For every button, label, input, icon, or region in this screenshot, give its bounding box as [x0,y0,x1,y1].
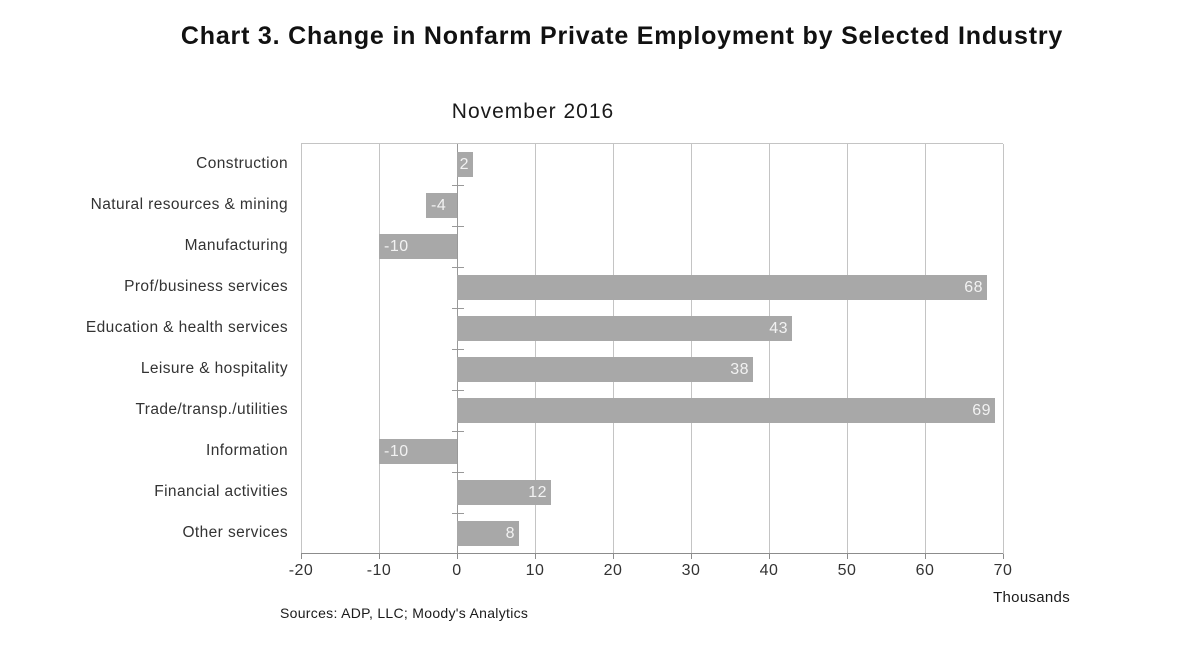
axis-unit-label: Thousands [993,589,1070,606]
value-axis-tick-label: 50 [837,562,857,579]
value-axis-line [301,553,1003,554]
bar: 43 [457,316,792,341]
category-label: Natural resources & mining [90,195,288,213]
value-axis-tick [925,554,926,559]
source-note: Sources: ADP, LLC; Moody's Analytics [280,605,529,621]
chart-title: Chart 3. Change in Nonfarm Private Emplo… [180,22,1064,50]
category-axis-labels: Construction Natural resources & mining Ma… [0,143,288,553]
gridline [613,144,614,554]
value-axis-tick [613,554,614,559]
bar: 38 [457,357,753,382]
category-axis-tick [452,226,464,227]
category-axis-tick [452,349,464,350]
value-axis-tick [457,554,458,559]
bar: 69 [457,398,995,423]
gridline [379,144,380,554]
bar-value-label: -4 [431,197,447,214]
value-axis-tick [301,554,302,559]
gridline [535,144,536,554]
bar: -10 [379,234,457,259]
value-axis-tick-label: 20 [603,562,623,579]
gridline [769,144,770,554]
bar: -10 [379,439,457,464]
gridline [691,144,692,554]
gridline [847,144,848,554]
value-axis-tick-label: 30 [681,562,701,579]
bar-value-label: 12 [528,484,547,501]
gridline [1003,144,1004,554]
plot-area: 2 -4 -10 68 43 38 69 -10 12 8 [301,143,1004,559]
gridline [301,144,302,554]
value-axis-tick-label: 10 [525,562,545,579]
category-axis-tick [452,472,464,473]
value-axis-tick [769,554,770,559]
bar: 12 [457,480,551,505]
category-label: Information [206,441,288,459]
category-label: Leisure & hospitality [140,359,288,377]
bar-value-label: 68 [964,279,983,296]
value-axis-tick [535,554,536,559]
category-label: Manufacturing [184,236,288,254]
value-axis-tick-label: 60 [915,562,935,579]
value-axis-tick-label: -10 [366,562,392,579]
value-axis-tick [691,554,692,559]
category-label: Construction [196,154,288,172]
category-label: Financial activities [154,482,288,500]
bar: -4 [426,193,457,218]
value-axis-tick [1003,554,1004,559]
category-label: Other services [182,523,288,541]
gridline [925,144,926,554]
bar: 8 [457,521,519,546]
value-axis-tick [379,554,380,559]
category-axis-tick [452,390,464,391]
bar-value-label: 2 [459,156,469,173]
bar-value-label: 43 [769,320,788,337]
bar-value-label: 8 [505,525,515,542]
bar: 2 [457,152,473,177]
category-axis-tick [452,267,464,268]
category-axis-tick [452,308,464,309]
value-axis-tick-label: -20 [288,562,314,579]
value-axis-tick [847,554,848,559]
value-axis-tick-label: 70 [993,562,1013,579]
category-label: Education & health services [85,318,288,336]
category-axis-tick [452,513,464,514]
bar: 68 [457,275,987,300]
bar-value-label: 38 [730,361,749,378]
bar-value-label: 69 [972,402,991,419]
bar-value-label: -10 [384,238,409,255]
category-label: Trade/transp./utilities [135,400,288,418]
category-axis-tick [452,431,464,432]
category-axis-tick [452,185,464,186]
value-axis-tick-label: 0 [452,562,462,579]
category-label: Prof/business services [124,277,288,295]
chart-subtitle: November 2016 [451,100,615,123]
value-axis-tick-label: 40 [759,562,779,579]
bar-value-label: -10 [384,443,409,460]
